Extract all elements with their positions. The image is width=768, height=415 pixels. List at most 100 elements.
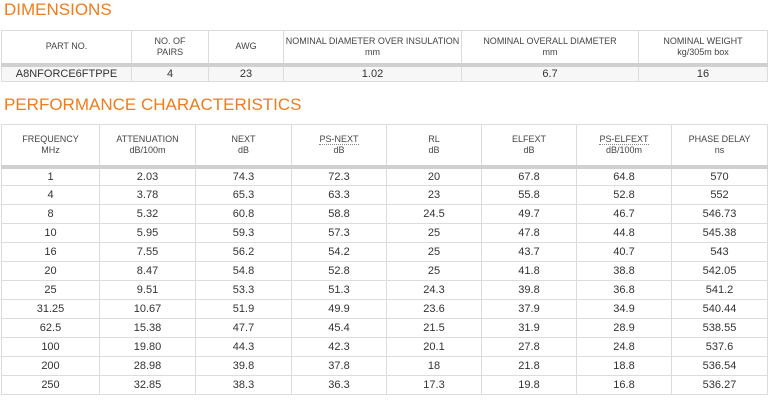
header-text: RL [428,133,440,144]
header-text: PHASE DELAY [688,133,751,144]
data-cell: 10.67 [99,299,196,319]
data-cell: 27.8 [481,337,577,357]
section-title: DIMENSIONS [4,0,112,19]
data-cell: 32.85 [99,375,196,395]
data-row: 250 32.85 38.3 36.3 17.3 19.8 16.8 536.27 [1,375,768,395]
data-cell: 37.8 [291,356,387,376]
data-cell: 16 [638,64,768,82]
data-row: 10 5.95 59.3 57.3 25 47.8 44.8 545.38 [1,223,768,243]
data-cell: 36.3 [291,375,387,395]
header-cell: ATTENUATION dB/100m [99,124,196,167]
data-cell: 63.3 [291,185,387,205]
data-cell: 31.25 [1,299,100,319]
header-cell: NOMINAL WEIGHT kg/305m box [638,30,768,65]
header-cell: FREQUENCY MHz [1,124,100,167]
data-cell: 25 [386,242,482,262]
data-cell: 60.8 [195,204,292,224]
header-text: NOMINAL WEIGHT [663,35,743,46]
data-cell: 540.44 [671,299,768,319]
data-cell: 16 [1,242,100,262]
data-cell: 40.7 [576,242,672,262]
data-cell: 5.32 [99,204,196,224]
data-cell: 545.38 [671,223,768,243]
header-text: AWG [235,41,257,52]
data-cell: 43.7 [481,242,577,262]
data-cell: 100 [1,337,100,357]
header-text: mm [365,46,380,57]
data-cell: 1 [1,166,100,186]
dimensions-table: PART NO. NO. OF PAIRS AWG NOMINAL DIAMETER O… [1,30,768,82]
data-cell: 5.95 [99,223,196,243]
performance-table: FREQUENCY MHz ATTENUATION dB/100m NEXT dB PS-N… [1,124,768,395]
data-cell: 17.3 [386,375,482,395]
data-cell: 37.9 [481,299,577,319]
data-cell: 42.3 [291,337,387,357]
data-cell: 54.2 [291,242,387,262]
data-cell: 47.7 [195,318,292,338]
data-cell: 8.47 [99,261,196,281]
data-cell: 542.05 [671,261,768,281]
data-cell: 58.8 [291,204,387,224]
header-cell: ELFEXT dB [481,124,577,167]
data-cell: 56.2 [195,242,292,262]
data-cell: 536.54 [671,356,768,376]
data-cell: 1.02 [283,64,462,82]
data-cell: 25 [386,261,482,281]
data-row: A8NFORCE6FTPPE 4 23 1.02 6.7 16 [1,64,768,82]
header-row: PART NO. NO. OF PAIRS AWG NOMINAL DIAMETER O… [1,30,768,65]
header-text: ns [714,144,725,155]
header-text: dB/100m [129,144,166,155]
data-cell: A8NFORCE6FTPPE [1,64,132,82]
data-cell: 20.1 [386,337,482,357]
header-cell: PART NO. [1,30,132,65]
data-row: 8 5.32 60.8 58.8 24.5 49.7 46.7 546.73 [1,204,768,224]
data-cell: 18 [386,356,482,376]
header-text: dB [333,144,345,155]
data-row: 25 9.51 53.3 51.3 24.3 39.8 36.8 541.2 [1,280,768,300]
table-head: PART NO. NO. OF PAIRS AWG NOMINAL DIAMETER O… [1,30,768,65]
data-cell: 44.3 [195,337,292,357]
section-title: PERFORMANCE CHARACTERISTICS [4,95,302,114]
header-text: NEXT [231,133,256,144]
data-cell: 72.3 [291,166,387,186]
data-cell: 4 [1,185,100,205]
data-cell: 21.5 [386,318,482,338]
header-text: mm [542,46,558,57]
data-cell: 47.8 [481,223,577,243]
header-text: MHz [41,144,60,155]
data-cell: 62.5 [1,318,100,338]
data-cell: 20 [386,166,482,186]
data-cell: 51.9 [195,299,292,319]
data-cell: 31.9 [481,318,577,338]
data-cell: 23 [208,64,284,82]
data-cell: 28.98 [99,356,196,376]
header-text: PS-ELFEXT [599,133,649,145]
data-cell: 19.80 [99,337,196,357]
data-cell: 538.55 [671,318,768,338]
data-cell: 552 [671,185,768,205]
data-cell: 23.6 [386,299,482,319]
data-cell: 24.5 [386,204,482,224]
header-cell: NOMINAL DIAMETER OVER INSULATION mm [283,30,462,65]
data-cell: 34.9 [576,299,672,319]
data-cell: 4 [131,64,209,82]
data-cell: 536.27 [671,375,768,395]
data-row: 4 3.78 65.3 63.3 23 55.8 52.8 552 [1,185,768,205]
header-row: FREQUENCY MHz ATTENUATION dB/100m NEXT dB PS-N… [1,124,768,167]
data-cell: 19.8 [481,375,577,395]
header-text: kg/305m box [677,46,729,57]
data-cell: 67.8 [481,166,577,186]
header-text: PAIRS [156,46,184,57]
data-cell: 45.4 [291,318,387,338]
data-cell: 24.3 [386,280,482,300]
data-cell: 250 [1,375,100,395]
header-text: NOMINAL OVERALL DIAMETER [483,35,617,46]
header-text: ATTENUATION [116,133,179,144]
data-cell: 36.8 [576,280,672,300]
header-text: dB [428,144,440,155]
data-row: 62.5 15.38 47.7 45.4 21.5 31.9 28.9 538.55 [1,318,768,338]
header-cell: PS-ELFEXT dB/100m [576,124,672,167]
data-cell: 46.7 [576,204,672,224]
header-text: NO. OF [154,35,186,46]
data-cell: 39.8 [195,356,292,376]
